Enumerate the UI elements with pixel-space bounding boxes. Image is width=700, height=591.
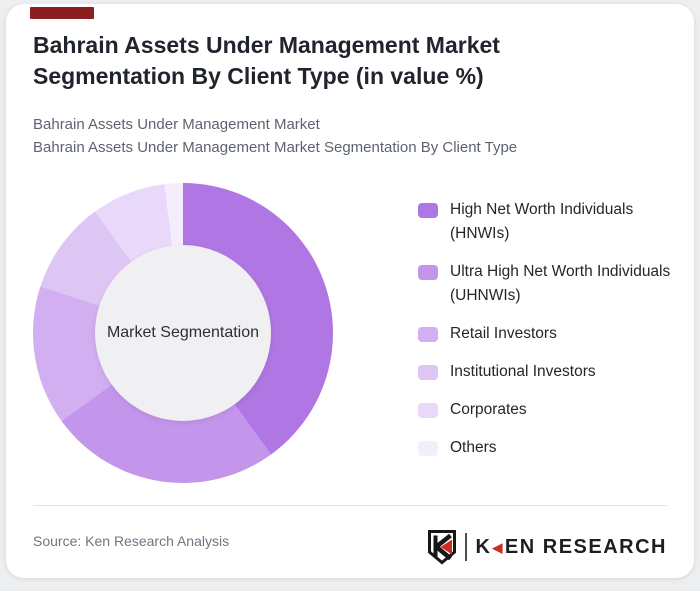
legend-label: High Net Worth Individuals (HNWIs) — [450, 201, 634, 242]
ken-research-shield-icon — [428, 530, 457, 565]
subtitle-line-1: Bahrain Assets Under Management Market — [33, 116, 320, 133]
subtitle-line-2: Bahrain Assets Under Management Market S… — [33, 139, 518, 156]
footer-divider — [33, 505, 667, 506]
logo-arrow-icon: ◀ — [492, 539, 504, 555]
ken-research-logo: K ◀ EN RESEARCH — [427, 527, 667, 567]
brand-accent-bar — [30, 7, 94, 19]
legend-label: Retail Investors — [450, 325, 557, 342]
logo-divider — [465, 533, 468, 561]
legend-item: Retail Investors — [418, 322, 680, 346]
legend-swatch-retail-investors — [418, 327, 438, 342]
legend-swatch-uhnwis — [418, 265, 438, 280]
chart-legend: High Net Worth Individuals (HNWIs) Ultra… — [418, 198, 680, 474]
legend-item: Corporates — [418, 398, 680, 422]
donut-chart: Market Segmentation — [33, 183, 333, 483]
legend-swatch-institutional-investors — [418, 365, 438, 380]
donut-center: Market Segmentation — [95, 245, 271, 421]
legend-item: Others — [418, 436, 680, 460]
red-arrow-icon — [440, 539, 453, 555]
legend-label: Ultra High Net Worth Individuals (UHNWIs… — [450, 263, 671, 304]
legend-label: Corporates — [450, 401, 527, 418]
subtitle-block: Bahrain Assets Under Management Market B… — [33, 113, 653, 159]
legend-label: Others — [450, 439, 497, 456]
donut-center-label: Market Segmentation — [106, 324, 260, 341]
legend-swatch-hnwis — [418, 203, 438, 218]
legend-label: Institutional Investors — [450, 363, 596, 380]
legend-item: Ultra High Net Worth Individuals (UHNWIs… — [418, 260, 680, 308]
page-title: Bahrain Assets Under Management Market S… — [33, 32, 500, 89]
legend-swatch-others — [418, 441, 438, 456]
logo-rest: EN RESEARCH — [504, 535, 667, 558]
chart-card: Bahrain Assets Under Management Market S… — [6, 4, 694, 578]
logo-wordmark: K ◀ EN RESEARCH — [475, 536, 667, 559]
legend-item: Institutional Investors — [418, 360, 680, 384]
logo-k: K — [475, 535, 492, 558]
source-attribution: Source: Ken Research Analysis — [33, 533, 230, 549]
legend-item: High Net Worth Individuals (HNWIs) — [418, 198, 680, 246]
legend-swatch-corporates — [418, 403, 438, 418]
